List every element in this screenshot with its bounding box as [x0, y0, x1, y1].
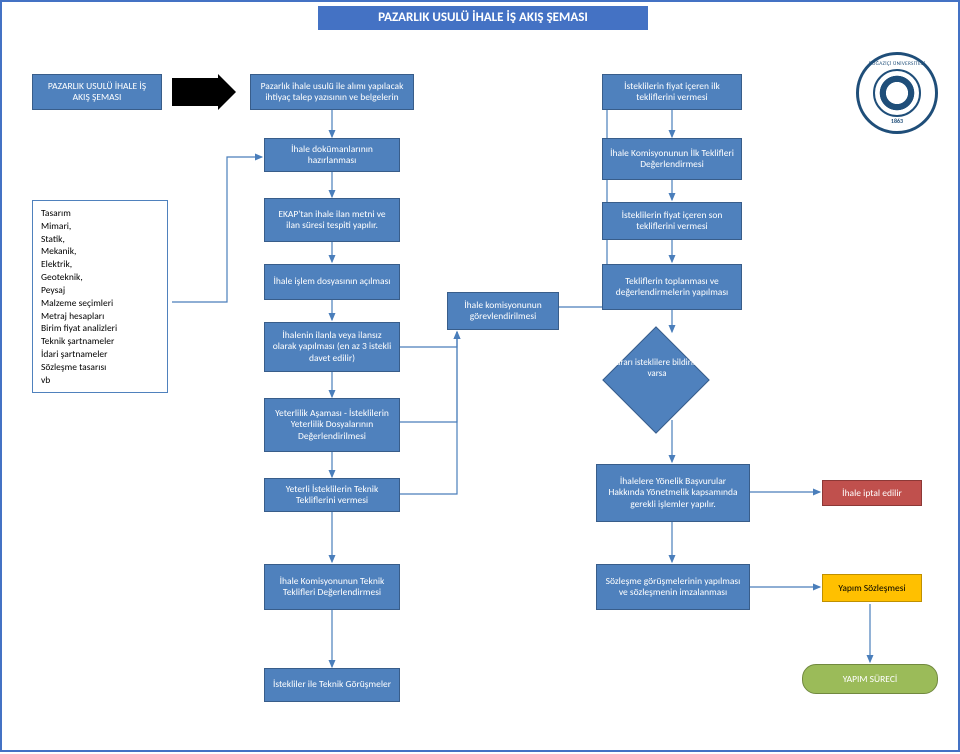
list-item: vb — [41, 374, 159, 387]
list-item: Elektrik, — [41, 258, 159, 271]
node-n7: Yeterlilik Aşaması - İsteklilerin Yeterl… — [264, 398, 400, 452]
node-text: İhalenin ilanla veya ilansız olarak yapı… — [271, 330, 393, 364]
node-text: İstekliler ile Teknik Görüşmeler — [273, 679, 391, 690]
node-text: Yapım Sözleşmesi — [838, 582, 905, 594]
node-n15: Tekliflerin toplanması ve değerlendirmel… — [602, 264, 742, 310]
node-text: EKAP'tan ihale ilan metni ve ilan süresi… — [271, 209, 393, 232]
university-logo: BOĞAZİÇİ ÜNİVERSİTESİ 1863 — [856, 52, 938, 134]
list-item: Geoteknik, — [41, 271, 159, 284]
node-text: İhale iptal edilir — [842, 487, 902, 499]
node-n12: İsteklilerin fiyat içeren ilk teklifleri… — [602, 74, 742, 110]
node-n18: İhale iptal edilir — [822, 480, 922, 506]
node-text: Yeterli İsteklilerin Teknik Tekliflerini… — [271, 484, 393, 507]
list-item: Malzeme seçimleri — [41, 297, 159, 310]
node-n4: EKAP'tan ihale ilan metni ve ilan süresi… — [264, 198, 400, 242]
list-item: Teknik şartnameler — [41, 335, 159, 348]
list-item: İdari şartnameler — [41, 348, 159, 361]
node-text: PAZARLIK USULÜ İHALE İŞ AKIŞ ŞEMASI — [39, 81, 155, 104]
page-title: PAZARLIK USULÜ İHALE İŞ AKIŞ ŞEMASI — [318, 6, 648, 30]
list-item: Mimari, — [41, 220, 159, 233]
node-n16: İhale kararı isteklilere bildirilir. İti… — [592, 358, 722, 380]
list-item: Peysaj — [41, 284, 159, 297]
node-text: İsteklilerin fiyat içeren son teklifleri… — [609, 210, 735, 233]
node-text: Yeterlilik Aşaması - İsteklilerin Yeterl… — [271, 408, 393, 442]
node-n19: Sözleşme görüşmelerinin yapılması ve söz… — [596, 564, 750, 610]
node-n20: Yapım Sözleşmesi — [822, 574, 922, 602]
logo-text: BOĞAZİÇİ ÜNİVERSİTESİ — [869, 61, 925, 67]
node-text: İhalelere Yönelik Başvurular Hakkında Yö… — [603, 476, 743, 510]
list-item: Sözleşme tasarısı — [41, 361, 159, 374]
list-item: Tasarım — [41, 207, 159, 220]
node-n2: Pazarlık ihale usulü ile alımı yapılacak… — [250, 74, 414, 110]
node-text: Sözleşme görüşmelerinin yapılması ve söz… — [603, 576, 743, 599]
node-start: PAZARLIK USULÜ İHALE İŞ AKIŞ ŞEMASI — [32, 74, 162, 110]
node-text: İhale komisyonunun görevlendirilmesi — [454, 300, 552, 323]
node-n3: İhale dokümanlarının hazırlanması — [264, 138, 400, 172]
list-item: Birim fiyat analizleri — [41, 322, 159, 335]
list-item: Statik, — [41, 233, 159, 246]
arrow-block-icon — [172, 78, 218, 106]
node-n8: Yeterli İsteklilerin Teknik Tekliflerini… — [264, 478, 400, 512]
list-item: Mekanik, — [41, 245, 159, 258]
design-list: Tasarım Mimari, Statik, Mekanik, Elektri… — [32, 200, 168, 393]
node-text: Tekliflerin toplanması ve değerlendirmel… — [609, 276, 735, 299]
node-n9: İhale Komisyonunun Teknik Teklifleri Değ… — [264, 564, 400, 610]
node-n21: YAPIM SÜRECİ — [802, 664, 938, 694]
node-n6: İhalenin ilanla veya ilansız olarak yapı… — [264, 322, 400, 372]
node-text: İsteklilerin fiyat içeren ilk teklifleri… — [609, 81, 735, 104]
node-text: Pazarlık ihale usulü ile alımı yapılacak… — [257, 81, 407, 104]
node-text: İhale işlem dosyasının açılması — [274, 276, 391, 287]
node-text: İhale Komisyonunun Teknik Teklifleri Değ… — [271, 576, 393, 599]
node-n5: İhale işlem dosyasının açılması — [264, 264, 400, 300]
node-n14: İsteklilerin fiyat içeren son teklifleri… — [602, 202, 742, 240]
node-text: İhale Komisyonunun İlk Teklifleri Değerl… — [609, 148, 735, 171]
node-n17: İhalelere Yönelik Başvurular Hakkında Yö… — [596, 464, 750, 522]
node-n10: İstekliler ile Teknik Görüşmeler — [264, 668, 400, 702]
list-item: Metraj hesapları — [41, 310, 159, 323]
logo-seal-icon — [873, 69, 921, 117]
node-n11: İhale komisyonunun görevlendirilmesi — [447, 292, 559, 330]
decision-diamond — [602, 326, 709, 433]
node-text: İhale dokümanlarının hazırlanması — [271, 144, 393, 167]
node-n13: İhale Komisyonunun İlk Teklifleri Değerl… — [602, 138, 742, 180]
node-text: YAPIM SÜRECİ — [843, 673, 898, 685]
logo-year: 1863 — [891, 117, 903, 125]
